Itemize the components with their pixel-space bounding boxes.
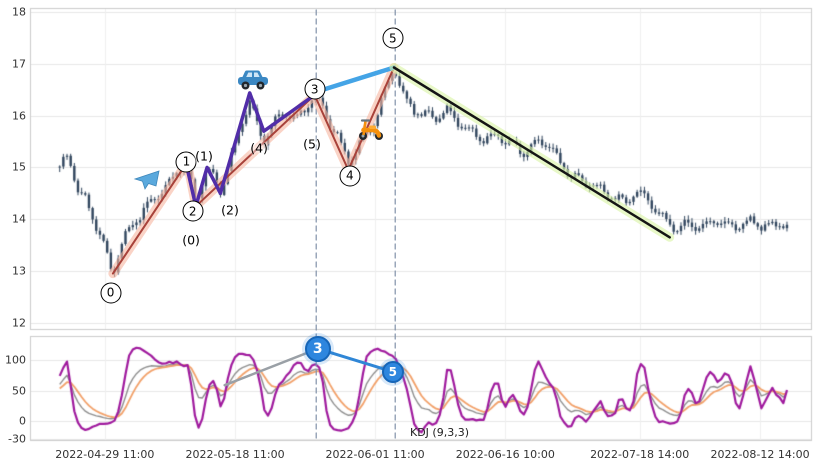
x-axis-tick: 2022-05-18 11:00: [185, 448, 285, 461]
price-axis-tick: 18: [12, 5, 26, 19]
wave-marker-1[interactable]: 1: [175, 151, 197, 173]
airplane-emoji[interactable]: [132, 168, 160, 192]
car-emoji[interactable]: [236, 67, 270, 91]
price-axis-tick: 12: [12, 316, 26, 330]
x-axis-tick: 2022-04-29 11:00: [55, 448, 155, 461]
kdj-wave-marker-5[interactable]: 5: [381, 360, 404, 383]
wave-marker-2[interactable]: 2: [182, 200, 204, 222]
x-axis-tick: 2022-08-12 14:00: [710, 448, 810, 461]
kdj-indicator-label: KDJ (9,3,3): [410, 426, 469, 439]
x-axis-tick: 2022-06-16 10:00: [455, 448, 555, 461]
x-axis-tick: 2022-06-01 11:00: [325, 448, 425, 461]
sub-wave-label-4[interactable]: (4): [250, 140, 268, 156]
kdj-wave-marker-3[interactable]: 3: [304, 335, 331, 362]
price-axis-tick: 14: [12, 212, 26, 226]
wave-marker-0[interactable]: 0: [100, 282, 122, 304]
kdj-axis-tick: 0: [19, 414, 26, 428]
price-axis-tick: 15: [12, 160, 26, 174]
sub-wave-label-0[interactable]: (0): [182, 232, 200, 248]
wave-marker-5[interactable]: 5: [382, 27, 404, 49]
price-axis-tick: 17: [12, 57, 26, 71]
sub-wave-label-2[interactable]: (2): [221, 202, 239, 218]
kdj-axis-tick: -30: [8, 432, 26, 446]
wave-marker-3[interactable]: 3: [304, 78, 326, 100]
wave-marker-4[interactable]: 4: [339, 165, 361, 187]
sub-wave-label-1[interactable]: (1): [195, 148, 213, 164]
scooter-emoji[interactable]: [357, 116, 385, 142]
sub-wave-label-5[interactable]: (5): [303, 136, 321, 152]
price-axis-tick: 13: [12, 264, 26, 278]
kdj-axis-tick: 100: [5, 353, 26, 367]
x-axis-tick: 2022-07-18 14:00: [590, 448, 690, 461]
price-axis-tick: 16: [12, 109, 26, 123]
kdj-axis-tick: 50: [12, 384, 26, 398]
